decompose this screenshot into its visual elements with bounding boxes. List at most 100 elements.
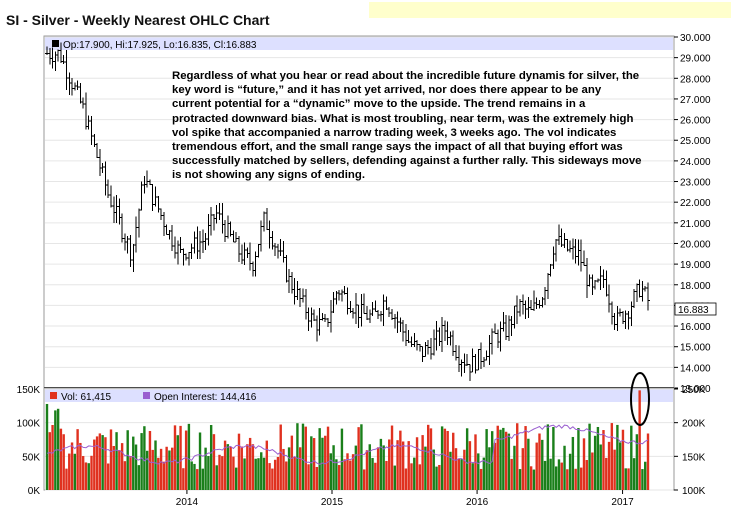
volume-bar — [209, 425, 213, 490]
volume-bar — [235, 467, 238, 490]
price-legend-band — [45, 37, 673, 50]
volume-bar — [98, 433, 102, 490]
volume-bar — [507, 433, 511, 490]
volume-bar — [318, 428, 321, 490]
volume-bar — [632, 458, 636, 490]
volume-bar — [137, 465, 141, 490]
volume-bar — [388, 439, 391, 490]
volume-bar — [101, 435, 104, 490]
ohlc-series — [45, 42, 650, 381]
volume-bar — [134, 444, 138, 490]
volume-bar — [237, 433, 241, 490]
volume-bar — [73, 453, 77, 490]
chart-title: SI - Silver - Weekly Nearest OHLC Chart — [6, 12, 270, 28]
volume-bar — [396, 440, 399, 490]
volume-bar — [468, 441, 472, 490]
volume-bar — [59, 428, 63, 490]
volume-bar — [90, 455, 93, 490]
volume-bar — [293, 456, 296, 490]
volume-bar — [84, 462, 88, 490]
volume-bar — [51, 425, 54, 490]
volume-bar — [243, 458, 246, 490]
last-price-box — [674, 302, 717, 316]
volume-bar — [193, 463, 196, 490]
volume-bar — [349, 460, 352, 490]
volume-bar — [613, 449, 616, 490]
oi-tick-label: 100K — [682, 486, 706, 497]
price-tick-label: 19.000 — [680, 260, 711, 271]
volume-bar — [337, 465, 341, 490]
volume-bar — [513, 445, 516, 490]
volume-bar — [424, 446, 427, 490]
volume-bar — [635, 434, 639, 490]
volume-bar — [129, 456, 132, 490]
volume-bar — [276, 456, 280, 490]
volume-bar — [332, 445, 335, 490]
volume-bar — [93, 439, 96, 490]
volume-bar — [549, 458, 552, 490]
volume-bar — [390, 425, 394, 490]
volume-bar — [605, 457, 608, 490]
volume-bar — [432, 449, 435, 490]
ohlc-bar — [646, 282, 650, 311]
volume-bar — [529, 466, 533, 490]
volume-bar — [143, 426, 146, 490]
price-tick-label: 24.000 — [680, 157, 711, 168]
price-tick-label: 15.000 — [680, 343, 711, 354]
volume-bar — [107, 463, 110, 490]
volume-bar — [226, 444, 230, 490]
volume-bar — [379, 438, 383, 490]
price-tick-label: 27.000 — [680, 95, 711, 106]
volume-bar — [81, 456, 85, 490]
volume-bar — [593, 435, 597, 490]
volume-bar — [162, 461, 166, 490]
volume-bar — [496, 425, 499, 490]
volume-bar — [229, 446, 232, 490]
volume-legend-text: Vol: 61,415 — [61, 392, 111, 403]
volume-bar — [546, 424, 550, 490]
annotation-text: Regardless of what you hear or read abou… — [172, 70, 642, 182]
volume-bar — [346, 453, 349, 490]
volume-bar — [471, 463, 474, 490]
volume-bar — [184, 430, 188, 490]
volume-bar — [415, 437, 419, 490]
price-tick-label: 13.000 — [680, 384, 711, 395]
volume-bar — [418, 464, 422, 490]
volume-tick-label: 150K — [17, 385, 41, 396]
volume-bar — [254, 458, 257, 490]
price-tick-label: 20.000 — [680, 239, 711, 250]
x-tick-label: 2014 — [176, 497, 199, 508]
volume-bar — [273, 459, 277, 490]
volume-bar — [140, 433, 143, 490]
volume-bar — [541, 439, 544, 490]
volume-tick-label: 100K — [17, 419, 41, 430]
volume-bar — [443, 428, 447, 490]
volume-bar — [190, 461, 193, 490]
volume-bar — [132, 436, 135, 490]
volume-bar — [621, 429, 625, 490]
volume-bar — [641, 469, 644, 490]
volume-bar — [624, 468, 627, 490]
volume-bar — [335, 459, 338, 490]
volume-bar — [485, 429, 488, 490]
price-tick-label: 21.000 — [680, 219, 711, 230]
volume-bar — [290, 435, 294, 490]
volume-bar — [312, 438, 316, 490]
price-legend-text: Op:17.900, Hi:17.925, Lo:16.835, Cl:16.8… — [63, 40, 257, 51]
volume-bar — [582, 438, 586, 490]
volume-bar — [301, 423, 305, 490]
volume-bar — [404, 468, 408, 490]
volume-bar — [585, 460, 588, 490]
volume-bar — [543, 460, 547, 490]
volume-bar — [644, 461, 647, 490]
volume-bar — [145, 450, 149, 490]
volume-bar — [171, 447, 174, 490]
volume-bar — [315, 466, 319, 490]
price-tick-label: 23.000 — [680, 178, 711, 189]
volume-legend-swatch — [50, 392, 57, 399]
volume-bar — [618, 442, 622, 490]
volume-bar — [446, 430, 449, 490]
volume-bar — [374, 462, 377, 490]
volume-bar — [285, 461, 288, 490]
